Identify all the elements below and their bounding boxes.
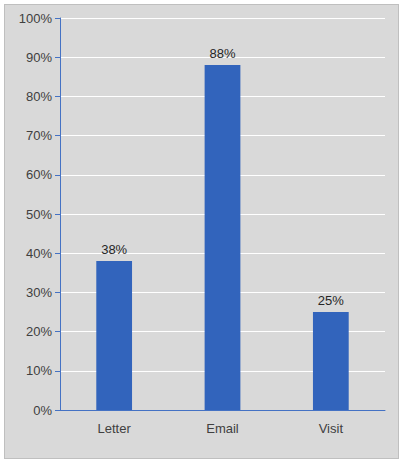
svg-text:Visit: Visit [319,421,344,436]
svg-text:100%: 100% [19,11,53,26]
svg-text:40%: 40% [26,246,52,261]
svg-text:10%: 10% [26,363,52,378]
svg-text:70%: 70% [26,128,52,143]
svg-text:80%: 80% [26,89,52,104]
svg-text:0%: 0% [33,403,52,418]
svg-text:90%: 90% [26,50,52,65]
svg-text:50%: 50% [26,207,52,222]
svg-text:25%: 25% [318,293,344,308]
svg-text:60%: 60% [26,167,52,182]
svg-text:Email: Email [206,421,239,436]
svg-text:38%: 38% [101,242,127,257]
svg-text:30%: 30% [26,285,52,300]
svg-text:88%: 88% [209,46,235,61]
svg-text:20%: 20% [26,324,52,339]
svg-text:Letter: Letter [98,421,132,436]
